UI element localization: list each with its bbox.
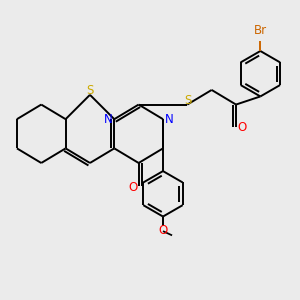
Text: N: N bbox=[164, 113, 173, 126]
Text: Br: Br bbox=[254, 24, 267, 38]
Text: O: O bbox=[237, 121, 247, 134]
Text: O: O bbox=[158, 224, 168, 237]
Text: S: S bbox=[86, 84, 94, 98]
Text: S: S bbox=[184, 94, 192, 107]
Text: O: O bbox=[128, 181, 137, 194]
Text: N: N bbox=[104, 113, 113, 126]
